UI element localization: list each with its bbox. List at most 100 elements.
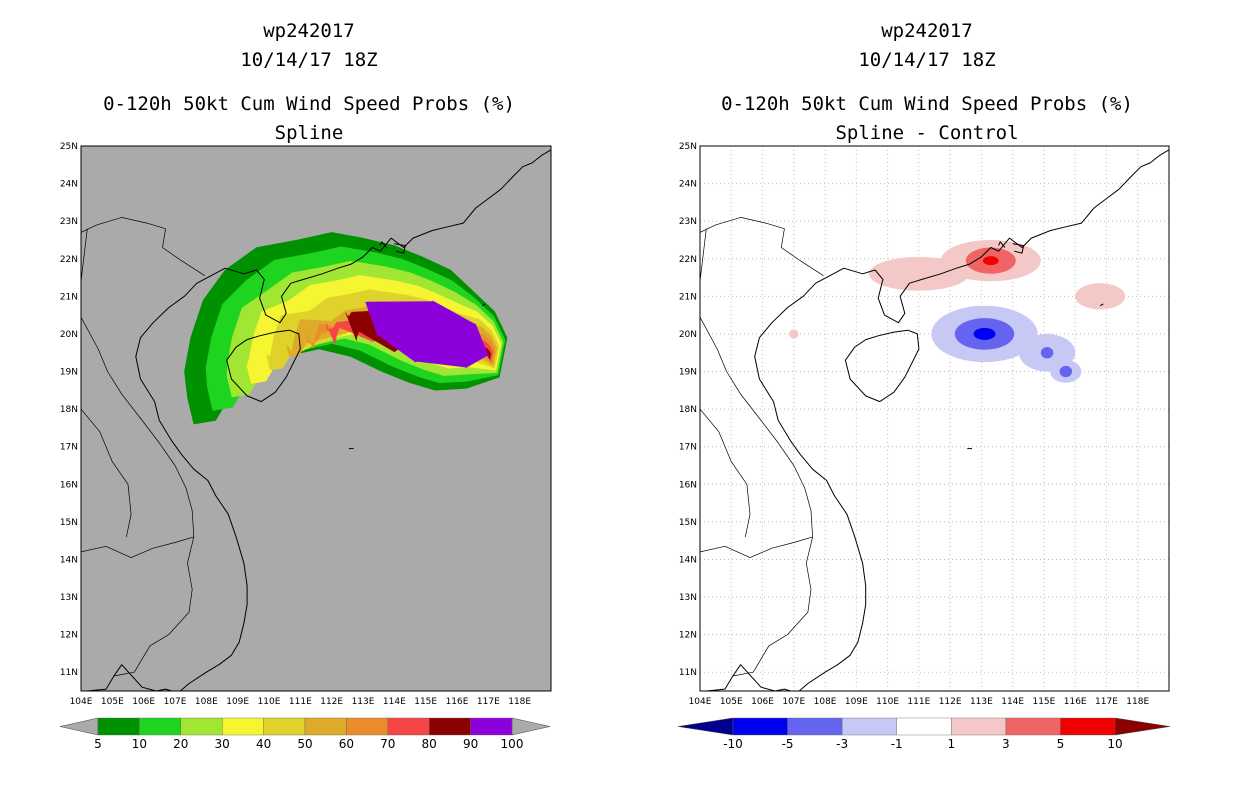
colorbar-swatch [951,717,1007,736]
country-border [81,217,205,276]
country-border [81,408,132,537]
lat-tick-label: 11N [679,668,697,678]
lon-tick-label: 117E [1095,697,1118,707]
lat-tick-label: 12N [60,631,78,641]
colorbar-swatch [180,717,223,736]
colorbar-label: 80 [422,737,437,751]
lat-tick-label: 14N [60,555,78,565]
lon-tick-label: 111E [907,697,930,707]
small-island [1099,303,1104,307]
lon-tick-label: 118E [1126,697,1149,707]
lat-tick-label: 21N [60,292,78,302]
lon-tick-label: 111E [289,697,312,707]
colorbar-label: -3 [836,737,848,751]
lon-tick-label: 113E [970,697,993,707]
lat-tick-label: 12N [679,631,697,641]
map-frame [80,145,552,692]
colorbar-swatch [139,717,181,736]
lon-tick-label: 108E [195,697,218,707]
anomaly-contour [1075,283,1126,310]
lon-tick-label: 113E [352,697,375,707]
map-frame [699,145,1170,692]
country-border [113,536,195,677]
hainan-island [226,329,301,403]
colorbar-swatch [429,717,471,736]
lon-tick-label: 114E [383,697,406,707]
colorbar-swatch [346,717,388,736]
colorbar-high-arrow [511,717,551,736]
colorbar: -10 -5 -3 -1 1 3 5 10 [677,717,1171,751]
coastlines [700,149,1169,691]
lat-tick-label: 14N [679,555,697,565]
lat-tick-label: 18N [60,405,78,415]
lat-tick-label: 16N [60,480,78,490]
colorbar-swatch [221,717,264,736]
mainland-coastline [706,149,1169,691]
map-background [81,146,551,691]
colorbar: 5 10 20 30 40 50 60 70 80 90 100 [59,717,551,751]
lon-tick-label: 116E [446,697,469,707]
lon-tick-label: 112E [939,697,962,707]
product-title: 0-120h 50kt Cum Wind Speed Probs (%) [721,93,1133,115]
lat-tick-label: 21N [679,292,697,302]
lat-tick-label: 23N [679,217,697,227]
small-island [998,241,1006,248]
anomaly-contour [1059,365,1073,378]
mainland-coastline [87,149,551,691]
lat-tick-label: 18N [679,405,697,415]
lat-tick-label: 13N [679,593,697,603]
lon-tick-label: 108E [814,697,837,707]
small-island [394,243,406,254]
colorbar-label: 20 [173,737,188,751]
map-background [700,146,1169,691]
lat-tick-label: 15N [60,518,78,528]
storm-id-title: wp242017 [263,20,355,42]
lat-tick-label: 24N [60,180,78,190]
lon-tick-label: 109E [226,697,249,707]
product-title: 0-120h 50kt Cum Wind Speed Probs (%) [103,93,515,115]
country-border [700,536,813,558]
colorbar-label: -5 [782,737,794,751]
colorbar-swatch [841,717,897,736]
anomaly-contour [1040,347,1054,359]
lon-tick-label: 107E [782,697,805,707]
map-area [81,149,551,691]
country-border [700,228,813,537]
anomaly-contour [973,327,996,340]
prob-band-90 [365,300,489,368]
colorbar-label: 90 [463,737,478,751]
country-border [81,536,194,558]
lat-tick-label: 13N [60,593,78,603]
colorbar-label: 40 [256,737,271,751]
lat-tick-label: 11N [60,668,78,678]
colorbar-label: -1 [891,737,903,751]
lat-tick-label: 25N [679,142,697,152]
colorbar-swatch [896,717,952,736]
colorbar-label: 30 [215,737,230,751]
lat-tick-label: 17N [60,443,78,453]
datetime-title: 10/14/17 18Z [858,49,995,71]
axis-labels: 104E 105E 106E 107E 108E 109E 110E 111E 112E 113E… [679,142,1150,707]
lon-tick-label: 105E [720,697,743,707]
anomaly-contour [982,256,999,266]
subtitle: Spline - Control [835,122,1018,144]
colorbar-label: 10 [132,737,147,751]
lon-tick-label: 115E [414,697,437,707]
colorbar-label: 10 [1107,737,1122,751]
lat-tick-label: 19N [60,368,78,378]
colorbar-label: 60 [339,737,354,751]
lon-tick-label: 106E [751,697,774,707]
panel-diff: wp242017 10/14/17 18Z 0-120h 50kt Cum Wi… [677,20,1171,751]
colorbar-swatch [97,717,140,736]
lon-tick-label: 115E [1032,697,1055,707]
country-border [700,217,824,276]
lat-tick-label: 20N [60,330,78,340]
colorbar-label: -10 [723,737,743,751]
difference-field [789,239,1126,383]
colorbar-low-arrow [677,717,734,736]
lon-tick-label: 106E [132,697,155,707]
lat-tick-label: 25N [60,142,78,152]
anomaly-contour [789,329,799,339]
colorbar-label: 50 [297,737,312,751]
